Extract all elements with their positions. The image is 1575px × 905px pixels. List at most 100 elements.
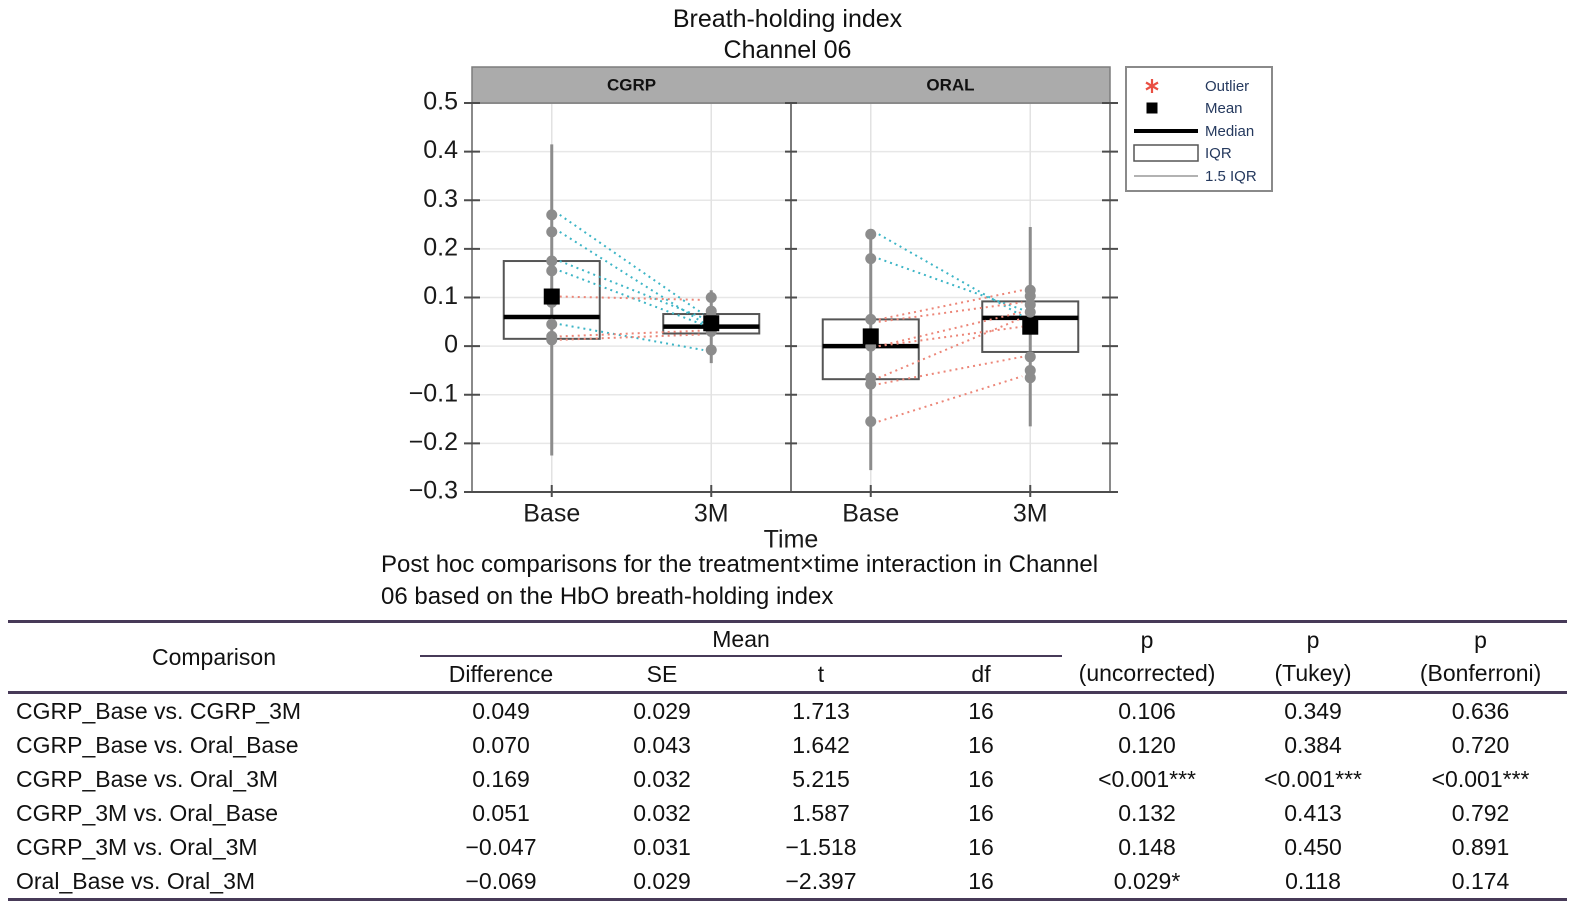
cell-p_tukey: <0.001*** (1264, 765, 1362, 792)
data-point (546, 255, 558, 267)
mean-marker-ORAL-Base (862, 328, 879, 345)
table-row: CGRP_Base vs. Oral_Base 0.070 0.043 1.642 16… (8, 728, 1567, 762)
cell-t: 5.215 (792, 765, 850, 792)
col-header-p-bonferroni: p (Bonferroni) (1394, 621, 1568, 694)
table-row: Oral_Base vs. Oral_3M −0.069 0.029 −2.397 16… (8, 864, 1567, 900)
pair-line-decrease (878, 233, 1023, 317)
pair-line-increase (878, 289, 1023, 321)
p-tukey-line2: (Tukey) (1274, 660, 1352, 686)
cell-p_bonferroni: 0.636 (1451, 697, 1510, 724)
cell-df: 16 (968, 765, 994, 792)
cell-p_bonferroni: <0.001*** (1431, 765, 1530, 792)
cell-se: 0.031 (633, 833, 691, 860)
p-bonferroni-line1: p (1474, 627, 1487, 653)
cell-p_tukey: 0.413 (1284, 799, 1342, 826)
figure-title-line1: Breath-holding index (672, 5, 903, 33)
pair-line-increase (878, 311, 1023, 348)
cell-difference: −0.069 (465, 867, 537, 894)
table-caption-line2: 06 based on the HbO breath-holding index (381, 583, 834, 610)
cell-t: 1.642 (792, 731, 850, 758)
mean-marker-CGRP-3M (703, 315, 720, 332)
data-point (865, 378, 877, 390)
y-tick-label: 0.3 (423, 185, 458, 213)
cell-t: 1.587 (792, 799, 850, 826)
cell-t: −1.518 (785, 833, 857, 860)
cell-df: 16 (968, 833, 994, 860)
panel-label-CGRP: CGRP (607, 75, 656, 94)
cell-p_bonferroni: 0.891 (1451, 833, 1510, 860)
panel-label-ORAL: ORAL (926, 75, 974, 94)
x-tick-label: Base (523, 500, 580, 528)
x-axis-label: Time (764, 526, 819, 554)
legend-label: IQR (1205, 145, 1232, 162)
cell-p_bonferroni: 0.174 (1451, 867, 1510, 894)
cell-p_uncorrected: 0.132 (1118, 799, 1176, 826)
outlier-icon (1145, 81, 1159, 91)
y-tick-label: −0.1 (409, 379, 458, 407)
col-header-se: SE (582, 656, 742, 694)
panel-strip (471, 66, 1111, 104)
y-tick-label: 0.4 (423, 136, 458, 164)
cell-t: −2.397 (785, 867, 857, 894)
legend-label: 1.5 IQR (1205, 168, 1257, 185)
y-tick-label: 0.2 (423, 233, 458, 261)
col-header-mean-group: Mean (420, 621, 1063, 657)
posthoc-table: Comparison Mean p (uncorrected) p (Tukey… (8, 620, 1568, 901)
data-point (1024, 372, 1036, 384)
data-point (865, 415, 877, 427)
col-header-difference: Difference (420, 656, 582, 694)
iqr-icon (1133, 144, 1199, 162)
p-bonferroni-line2: (Bonferroni) (1419, 660, 1542, 686)
data-point (705, 344, 717, 356)
cell-p_uncorrected: 0.120 (1118, 731, 1176, 758)
pair-line-decrease (559, 214, 704, 315)
x-tick-label: 3M (694, 500, 729, 528)
legend-label: Mean (1205, 100, 1243, 117)
y-tick-label: −0.2 (409, 428, 458, 456)
table-row: CGRP_Base vs. Oral_3M 0.169 0.032 5.215 16 <0… (8, 762, 1567, 796)
legend-label: Median (1205, 123, 1254, 140)
pair-line-increase (878, 355, 1023, 386)
y-tick-label: 0.1 (423, 282, 458, 310)
cell-comparison: CGRP_Base vs. CGRP_3M (16, 697, 302, 724)
cell-comparison: CGRP_3M vs. Oral_3M (16, 833, 258, 860)
posthoc-table-body: CGRP_Base vs. CGRP_3M 0.049 0.029 1.713 16 0.… (8, 693, 1567, 900)
p-uncorrected-line2: (uncorrected) (1078, 660, 1216, 686)
y-tick-label: 0 (444, 331, 458, 359)
cell-p_uncorrected: 0.106 (1118, 697, 1176, 724)
data-point (546, 265, 558, 277)
cell-p_tukey: 0.349 (1284, 697, 1342, 724)
cell-p_tukey: 0.450 (1284, 833, 1342, 860)
data-point (546, 318, 558, 330)
mean-marker-ORAL-3M (1022, 318, 1039, 335)
cell-p_uncorrected: 0.148 (1118, 833, 1176, 860)
x-tick-label: Base (842, 500, 899, 528)
table-caption: Post hoc comparisons for the treatment×t… (381, 549, 1201, 613)
cell-df: 16 (968, 697, 994, 724)
pair-line-decrease (559, 231, 704, 324)
cell-p_uncorrected: <0.001*** (1098, 765, 1196, 792)
cell-t: 1.713 (792, 697, 850, 724)
mean-icon (1146, 102, 1158, 114)
table-row: CGRP_3M vs. Oral_3M −0.047 0.031 −1.518 16 0.… (8, 830, 1567, 864)
cell-difference: 0.049 (472, 697, 530, 724)
data-point (865, 228, 877, 240)
data-point (546, 209, 558, 221)
data-point (1024, 290, 1036, 302)
data-point (865, 313, 877, 325)
pair-line-decrease (559, 269, 704, 326)
cell-p_tukey: 0.384 (1284, 731, 1342, 758)
cell-se: 0.043 (633, 731, 691, 758)
table-row: CGRP_3M vs. Oral_Base 0.051 0.032 1.587 16 0.… (8, 796, 1567, 830)
data-point (1024, 306, 1036, 318)
cell-comparison: CGRP_3M vs. Oral_Base (16, 799, 279, 826)
figure-title-line2: Channel 06 (723, 36, 852, 64)
table-caption-line1: Post hoc comparisons for the treatment×t… (381, 551, 1099, 578)
col-header-t: t (742, 656, 900, 694)
cell-se: 0.029 (633, 697, 691, 724)
data-point (1024, 351, 1036, 363)
col-header-df: df (900, 656, 1063, 694)
table-row: CGRP_Base vs. CGRP_3M 0.049 0.029 1.713 16 0.… (8, 693, 1567, 729)
p-uncorrected-line1: p (1140, 627, 1154, 653)
